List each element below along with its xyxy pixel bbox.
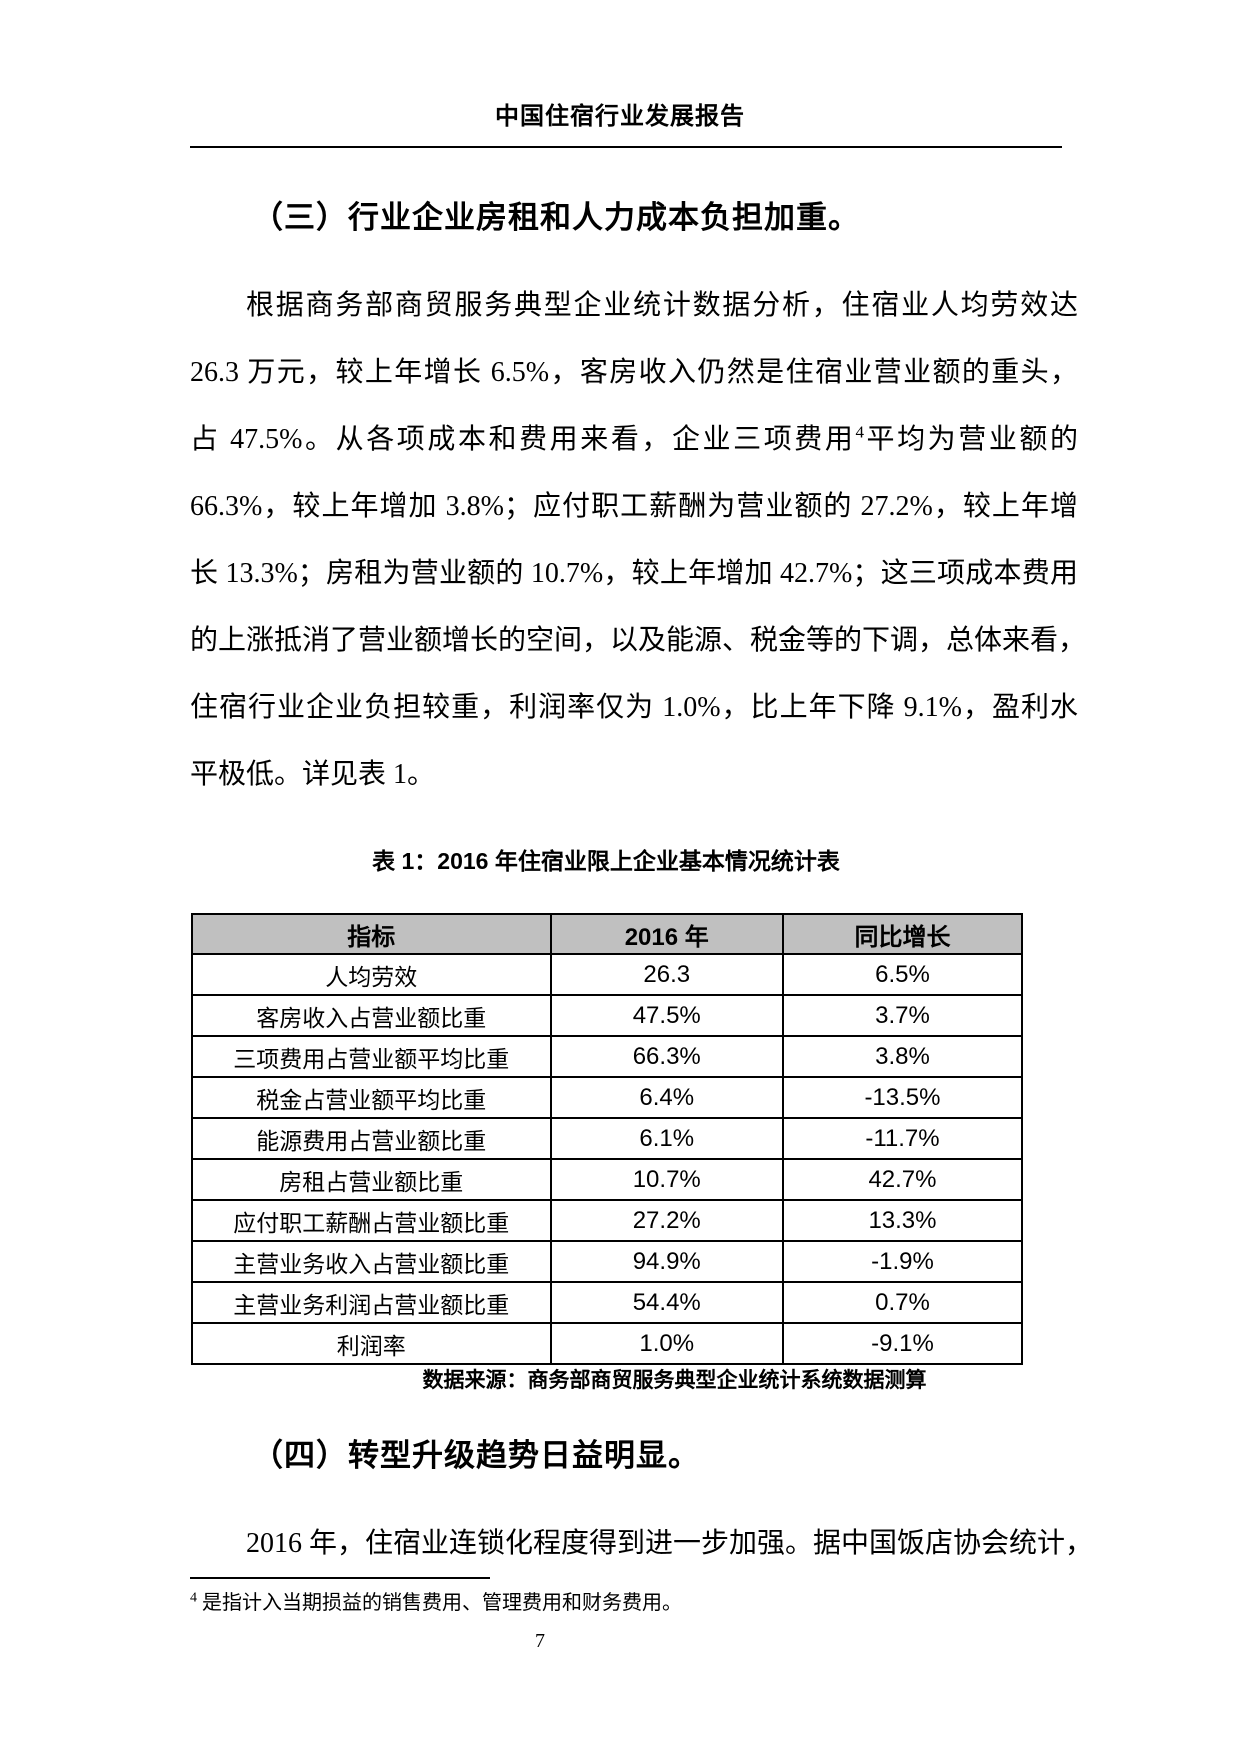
cell-value: 94.9% — [549, 1240, 784, 1283]
cell-indicator: 主营业务利润占营业额比重 — [191, 1281, 552, 1324]
cell-value: 54.4% — [549, 1281, 784, 1324]
line-text: 平均为营业额的 — [863, 424, 1078, 455]
cell-indicator: 利润率 — [191, 1322, 552, 1365]
cell-indicator: 应付职工薪酬占营业额比重 — [191, 1199, 552, 1242]
cell-value: 6.1% — [549, 1117, 784, 1160]
paragraph-line: 66.3%，较上年增加 3.8%；应付职工薪酬为营业额的 27.2%，较上年增 — [190, 491, 1078, 522]
table-row: 三项费用占营业额平均比重 66.3% 3.8% — [191, 1035, 1024, 1078]
section4-heading: （四）转型升级趋势日益明显。 — [252, 1438, 700, 1473]
paragraph-line: 的上涨抵消了营业额增长的空间，以及能源、税金等的下调，总体来看， — [190, 625, 1087, 656]
page-number: 7 — [535, 1630, 545, 1652]
column-header-indicator: 指标 — [191, 913, 552, 955]
paragraph-line: 26.3 万元，较上年增长 6.5%，客房收入仍然是住宿业营业额的重头， — [190, 357, 1078, 388]
footnote: 4 是指计入当期损益的销售费用、管理费用和财务费用。 — [190, 1588, 1078, 1618]
line-text: 占 47.5%。从各项成本和费用来看，企业三项费用 — [190, 424, 856, 455]
header-rule — [190, 146, 1062, 148]
cell-value: 6.4% — [549, 1076, 784, 1119]
table-row: 客房收入占营业额比重 47.5% 3.7% — [191, 994, 1024, 1037]
column-header-2016: 2016 年 — [549, 913, 784, 955]
table-row: 人均劳效 26.3 6.5% — [191, 953, 1024, 996]
section4-paragraph: 2016 年，住宿业连锁化程度得到进一步加强。据中国饭店协会统计， — [190, 1510, 1094, 1577]
cell-yoy: -13.5% — [781, 1076, 1024, 1119]
table-row: 能源费用占营业额比重 6.1% -11.7% — [191, 1117, 1024, 1160]
table-row: 应付职工薪酬占营业额比重 27.2% 13.3% — [191, 1199, 1024, 1242]
page-header-title: 中国住宿行业发展报告 — [495, 103, 745, 130]
footnote-marker: 4 — [190, 1590, 197, 1606]
cell-indicator: 房租占营业额比重 — [191, 1158, 552, 1201]
paragraph-line: 根据商务部商贸服务典型企业统计数据分析，住宿业人均劳效达 — [246, 290, 1078, 321]
cell-yoy: 3.8% — [781, 1035, 1024, 1078]
paragraph-line: 平极低。详见表 1。 — [190, 759, 436, 790]
paragraph-line: 住宿行业企业负担较重，利润率仅为 1.0%，比上年下降 9.1%，盈利水 — [190, 692, 1078, 723]
cell-value: 26.3 — [549, 953, 784, 996]
section3-heading: （三）行业企业房租和人力成本负担加重。 — [252, 200, 860, 235]
column-header-yoy: 同比增长 — [781, 913, 1024, 955]
cell-value: 66.3% — [549, 1035, 784, 1078]
cell-value: 1.0% — [549, 1322, 784, 1365]
table-title: 表 1：2016 年住宿业限上企业基本情况统计表 — [372, 848, 840, 874]
cell-yoy: -11.7% — [781, 1117, 1024, 1160]
paragraph-line: 2016 年，住宿业连锁化程度得到进一步加强。据中国饭店协会统计， — [246, 1528, 1094, 1559]
table-row: 利润率 1.0% -9.1% — [191, 1322, 1024, 1365]
table-data-source: 数据来源：商务部商贸服务典型企业统计系统数据测算 — [422, 1369, 927, 1392]
section3-paragraph: 根据商务部商贸服务典型企业统计数据分析，住宿业人均劳效达 26.3 万元，较上年… — [190, 272, 1087, 808]
cell-indicator: 主营业务收入占营业额比重 — [191, 1240, 552, 1283]
footnote-text: 是指计入当期损益的销售费用、管理费用和财务费用。 — [197, 1592, 682, 1614]
table-row: 房租占营业额比重 10.7% 42.7% — [191, 1158, 1024, 1201]
footnote-reference: 4 — [855, 422, 864, 442]
table-row: 主营业务收入占营业额比重 94.9% -1.9% — [191, 1240, 1024, 1283]
cell-yoy: 13.3% — [781, 1199, 1024, 1242]
cell-yoy: 0.7% — [781, 1281, 1024, 1324]
cell-indicator: 客房收入占营业额比重 — [191, 994, 552, 1037]
footnote-separator-rule — [190, 1577, 490, 1579]
cell-value: 10.7% — [549, 1158, 784, 1201]
cell-indicator: 人均劳效 — [191, 953, 552, 996]
table-row: 主营业务利润占营业额比重 54.4% 0.7% — [191, 1281, 1024, 1324]
cell-indicator: 三项费用占营业额平均比重 — [191, 1035, 552, 1078]
cell-value: 47.5% — [549, 994, 784, 1037]
cell-yoy: 3.7% — [781, 994, 1024, 1037]
paragraph-line: 长 13.3%；房租为营业额的 10.7%，较上年增加 42.7%；这三项成本费… — [190, 558, 1078, 589]
cell-yoy: -9.1% — [781, 1322, 1024, 1365]
cell-value: 27.2% — [549, 1199, 784, 1242]
cell-yoy: 6.5% — [781, 953, 1024, 996]
cell-indicator: 能源费用占营业额比重 — [191, 1117, 552, 1160]
statistics-table: 指标 2016 年 同比增长 人均劳效 26.3 6.5% 客房收入占营业额比重… — [191, 913, 1024, 1365]
cell-indicator: 税金占营业额平均比重 — [191, 1076, 552, 1119]
cell-yoy: 42.7% — [781, 1158, 1024, 1201]
cell-yoy: -1.9% — [781, 1240, 1024, 1283]
table-row: 税金占营业额平均比重 6.4% -13.5% — [191, 1076, 1024, 1119]
paragraph-line: 占 47.5%。从各项成本和费用来看，企业三项费用4平均为营业额的 — [190, 406, 1078, 473]
table-header-row: 指标 2016 年 同比增长 — [191, 913, 1024, 955]
